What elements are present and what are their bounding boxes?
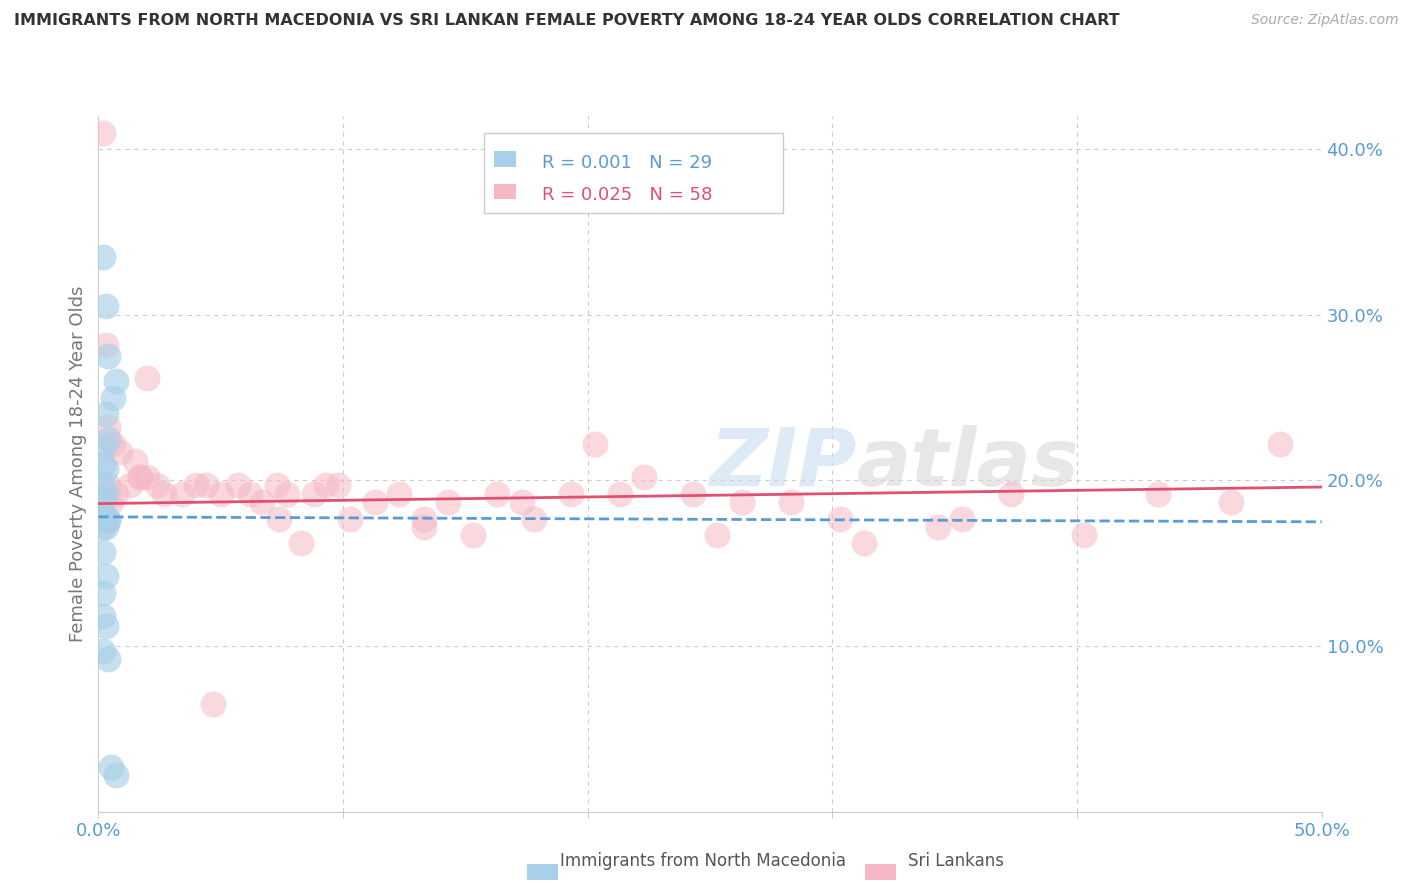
Point xyxy=(209,486,232,500)
Point xyxy=(97,513,120,527)
Point xyxy=(633,470,655,484)
Point xyxy=(437,495,460,509)
Point xyxy=(94,619,117,633)
Point xyxy=(412,511,434,525)
Point xyxy=(950,511,973,525)
Point xyxy=(91,478,114,492)
Point xyxy=(136,370,159,384)
Text: Sri Lankans: Sri Lankans xyxy=(908,852,1004,870)
Point xyxy=(226,478,249,492)
Point xyxy=(364,495,387,509)
Point xyxy=(153,486,176,500)
Point xyxy=(91,544,114,558)
Bar xyxy=(494,184,516,200)
Point xyxy=(101,437,124,451)
Point xyxy=(91,644,114,658)
Point xyxy=(339,511,361,525)
Point xyxy=(461,528,484,542)
Point xyxy=(97,432,120,446)
Text: ZIP: ZIP xyxy=(710,425,856,503)
Point xyxy=(186,478,208,492)
Point xyxy=(129,470,152,484)
Point xyxy=(779,495,801,509)
Point xyxy=(560,486,582,500)
Text: IMMIGRANTS FROM NORTH MACEDONIA VS SRI LANKAN FEMALE POVERTY AMONG 18-24 YEAR OL: IMMIGRANTS FROM NORTH MACEDONIA VS SRI L… xyxy=(14,13,1119,29)
Point xyxy=(91,126,114,140)
Point xyxy=(104,768,127,782)
Point xyxy=(609,486,631,500)
Point xyxy=(97,349,120,363)
Point xyxy=(239,486,262,500)
Point xyxy=(97,652,120,666)
Point xyxy=(583,437,606,451)
Point xyxy=(91,509,114,524)
Point xyxy=(91,520,114,534)
Y-axis label: Female Poverty Among 18-24 Year Olds: Female Poverty Among 18-24 Year Olds xyxy=(69,285,87,642)
Point xyxy=(91,493,114,508)
Point xyxy=(252,495,274,509)
Point xyxy=(388,486,411,500)
Text: R = 0.001   N = 29: R = 0.001 N = 29 xyxy=(543,154,713,172)
Point xyxy=(1220,495,1243,509)
Point xyxy=(1268,437,1291,451)
Point xyxy=(1146,486,1168,500)
Point xyxy=(94,486,117,500)
Point xyxy=(328,478,350,492)
Text: Immigrants from North Macedonia: Immigrants from North Macedonia xyxy=(560,852,846,870)
Point xyxy=(853,536,876,550)
Point xyxy=(136,470,159,484)
Point xyxy=(486,486,509,500)
Point xyxy=(104,374,127,388)
Bar xyxy=(494,152,516,167)
Point xyxy=(510,495,533,509)
Point xyxy=(731,495,754,509)
Point xyxy=(91,513,114,527)
FancyBboxPatch shape xyxy=(484,134,783,213)
Point xyxy=(290,536,312,550)
Point xyxy=(91,457,114,471)
Point xyxy=(195,478,218,492)
Point xyxy=(91,586,114,600)
Point xyxy=(94,569,117,583)
Point xyxy=(302,486,325,500)
Point xyxy=(101,391,124,405)
Point xyxy=(91,440,114,454)
Text: Source: ZipAtlas.com: Source: ZipAtlas.com xyxy=(1251,13,1399,28)
Point xyxy=(91,250,114,264)
Point xyxy=(129,470,152,484)
Point xyxy=(94,337,117,351)
Point xyxy=(94,300,117,314)
Point xyxy=(202,697,225,711)
Point xyxy=(100,495,122,509)
Point xyxy=(927,520,949,534)
Text: R = 0.025   N = 58: R = 0.025 N = 58 xyxy=(543,186,713,203)
Point xyxy=(682,486,704,500)
Point xyxy=(100,760,122,774)
Point xyxy=(94,407,117,421)
Point xyxy=(412,520,434,534)
Point xyxy=(706,528,728,542)
Point xyxy=(1000,486,1022,500)
Point xyxy=(1073,528,1095,542)
Point xyxy=(146,478,169,492)
Point xyxy=(110,445,132,459)
Point xyxy=(94,462,117,476)
Point xyxy=(269,511,291,525)
Point xyxy=(315,478,337,492)
Point xyxy=(97,420,120,434)
Point xyxy=(97,478,120,492)
Point xyxy=(124,453,146,467)
Point xyxy=(523,511,546,525)
Point xyxy=(276,486,298,500)
Point xyxy=(94,520,117,534)
Point xyxy=(104,486,127,500)
Point xyxy=(91,609,114,624)
Point xyxy=(94,509,117,524)
Point xyxy=(828,511,851,525)
Text: atlas: atlas xyxy=(856,425,1080,503)
Point xyxy=(120,478,142,492)
Point xyxy=(170,486,193,500)
Point xyxy=(97,513,120,527)
Point xyxy=(266,478,288,492)
